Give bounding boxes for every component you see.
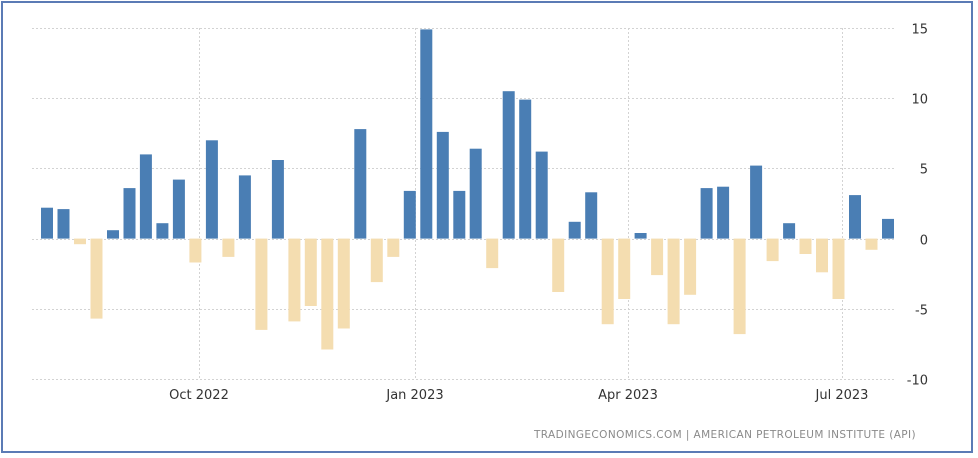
bar[interactable] [865,238,878,250]
bar[interactable] [403,190,416,239]
bar[interactable] [123,188,136,239]
bar[interactable] [667,238,680,325]
bar[interactable] [733,238,746,335]
grid-lines [32,28,896,380]
bar[interactable] [750,165,763,239]
bar[interactable] [57,209,70,239]
bar[interactable] [717,186,730,239]
bar[interactable] [469,148,482,239]
bar[interactable] [90,238,103,319]
bar[interactable] [271,160,284,239]
bar[interactable] [222,238,235,257]
bar[interactable] [74,238,86,245]
bar[interactable] [799,238,812,254]
bar[interactable] [585,192,598,239]
bar[interactable] [288,238,301,322]
bar[interactable] [618,238,631,299]
bar[interactable] [882,218,894,239]
bar[interactable] [205,140,218,239]
bar[interactable] [568,221,581,239]
bar[interactable] [783,223,796,239]
bar[interactable] [370,238,383,283]
bar[interactable] [651,238,664,276]
bar[interactable] [321,238,334,350]
bar[interactable] [156,223,169,239]
bar[interactable] [552,238,565,292]
bar[interactable] [634,233,647,239]
y-tick-label: 15 [911,23,928,38]
bar[interactable] [139,154,152,239]
bar[interactable] [238,175,251,239]
bar[interactable] [337,238,350,329]
bars [41,29,894,350]
bar[interactable] [387,238,400,257]
bar[interactable] [453,190,466,239]
bar[interactable] [502,91,515,239]
bar[interactable] [535,151,548,239]
y-tick-label: -5 [915,304,928,319]
bar[interactable] [107,230,119,239]
bar[interactable] [436,131,449,239]
bar[interactable] [816,238,828,273]
x-tick-label: Jul 2023 [815,388,869,403]
source-attribution: TRADINGECONOMICS.COM | AMERICAN PETROLEU… [533,429,916,441]
x-tick-label: Oct 2022 [169,388,229,403]
y-tick-label: 10 [911,93,928,108]
y-tick-label: -10 [907,374,928,389]
bar[interactable] [486,238,499,269]
bar[interactable] [849,195,861,239]
x-axis-labels: Oct 2022 Jan 2023 Apr 2023 Jul 2023 [169,388,868,403]
bar[interactable] [304,238,317,306]
bar[interactable] [700,188,713,239]
bar[interactable] [255,238,268,330]
bar[interactable] [519,99,532,239]
y-axis-labels: 15 10 5 0 -5 -10 [907,23,928,389]
y-tick-label: 5 [920,163,928,178]
bar[interactable] [766,238,779,262]
bar[interactable] [684,238,697,295]
x-tick-label: Apr 2023 [598,388,658,403]
bar[interactable] [189,238,202,263]
y-tick-label: 0 [920,234,928,249]
bar[interactable] [601,238,614,325]
x-tick-label: Jan 2023 [385,388,443,403]
bar[interactable] [172,179,185,239]
bar[interactable] [354,129,367,239]
bar[interactable] [420,29,433,239]
bar[interactable] [832,238,845,299]
bar[interactable] [41,207,53,239]
